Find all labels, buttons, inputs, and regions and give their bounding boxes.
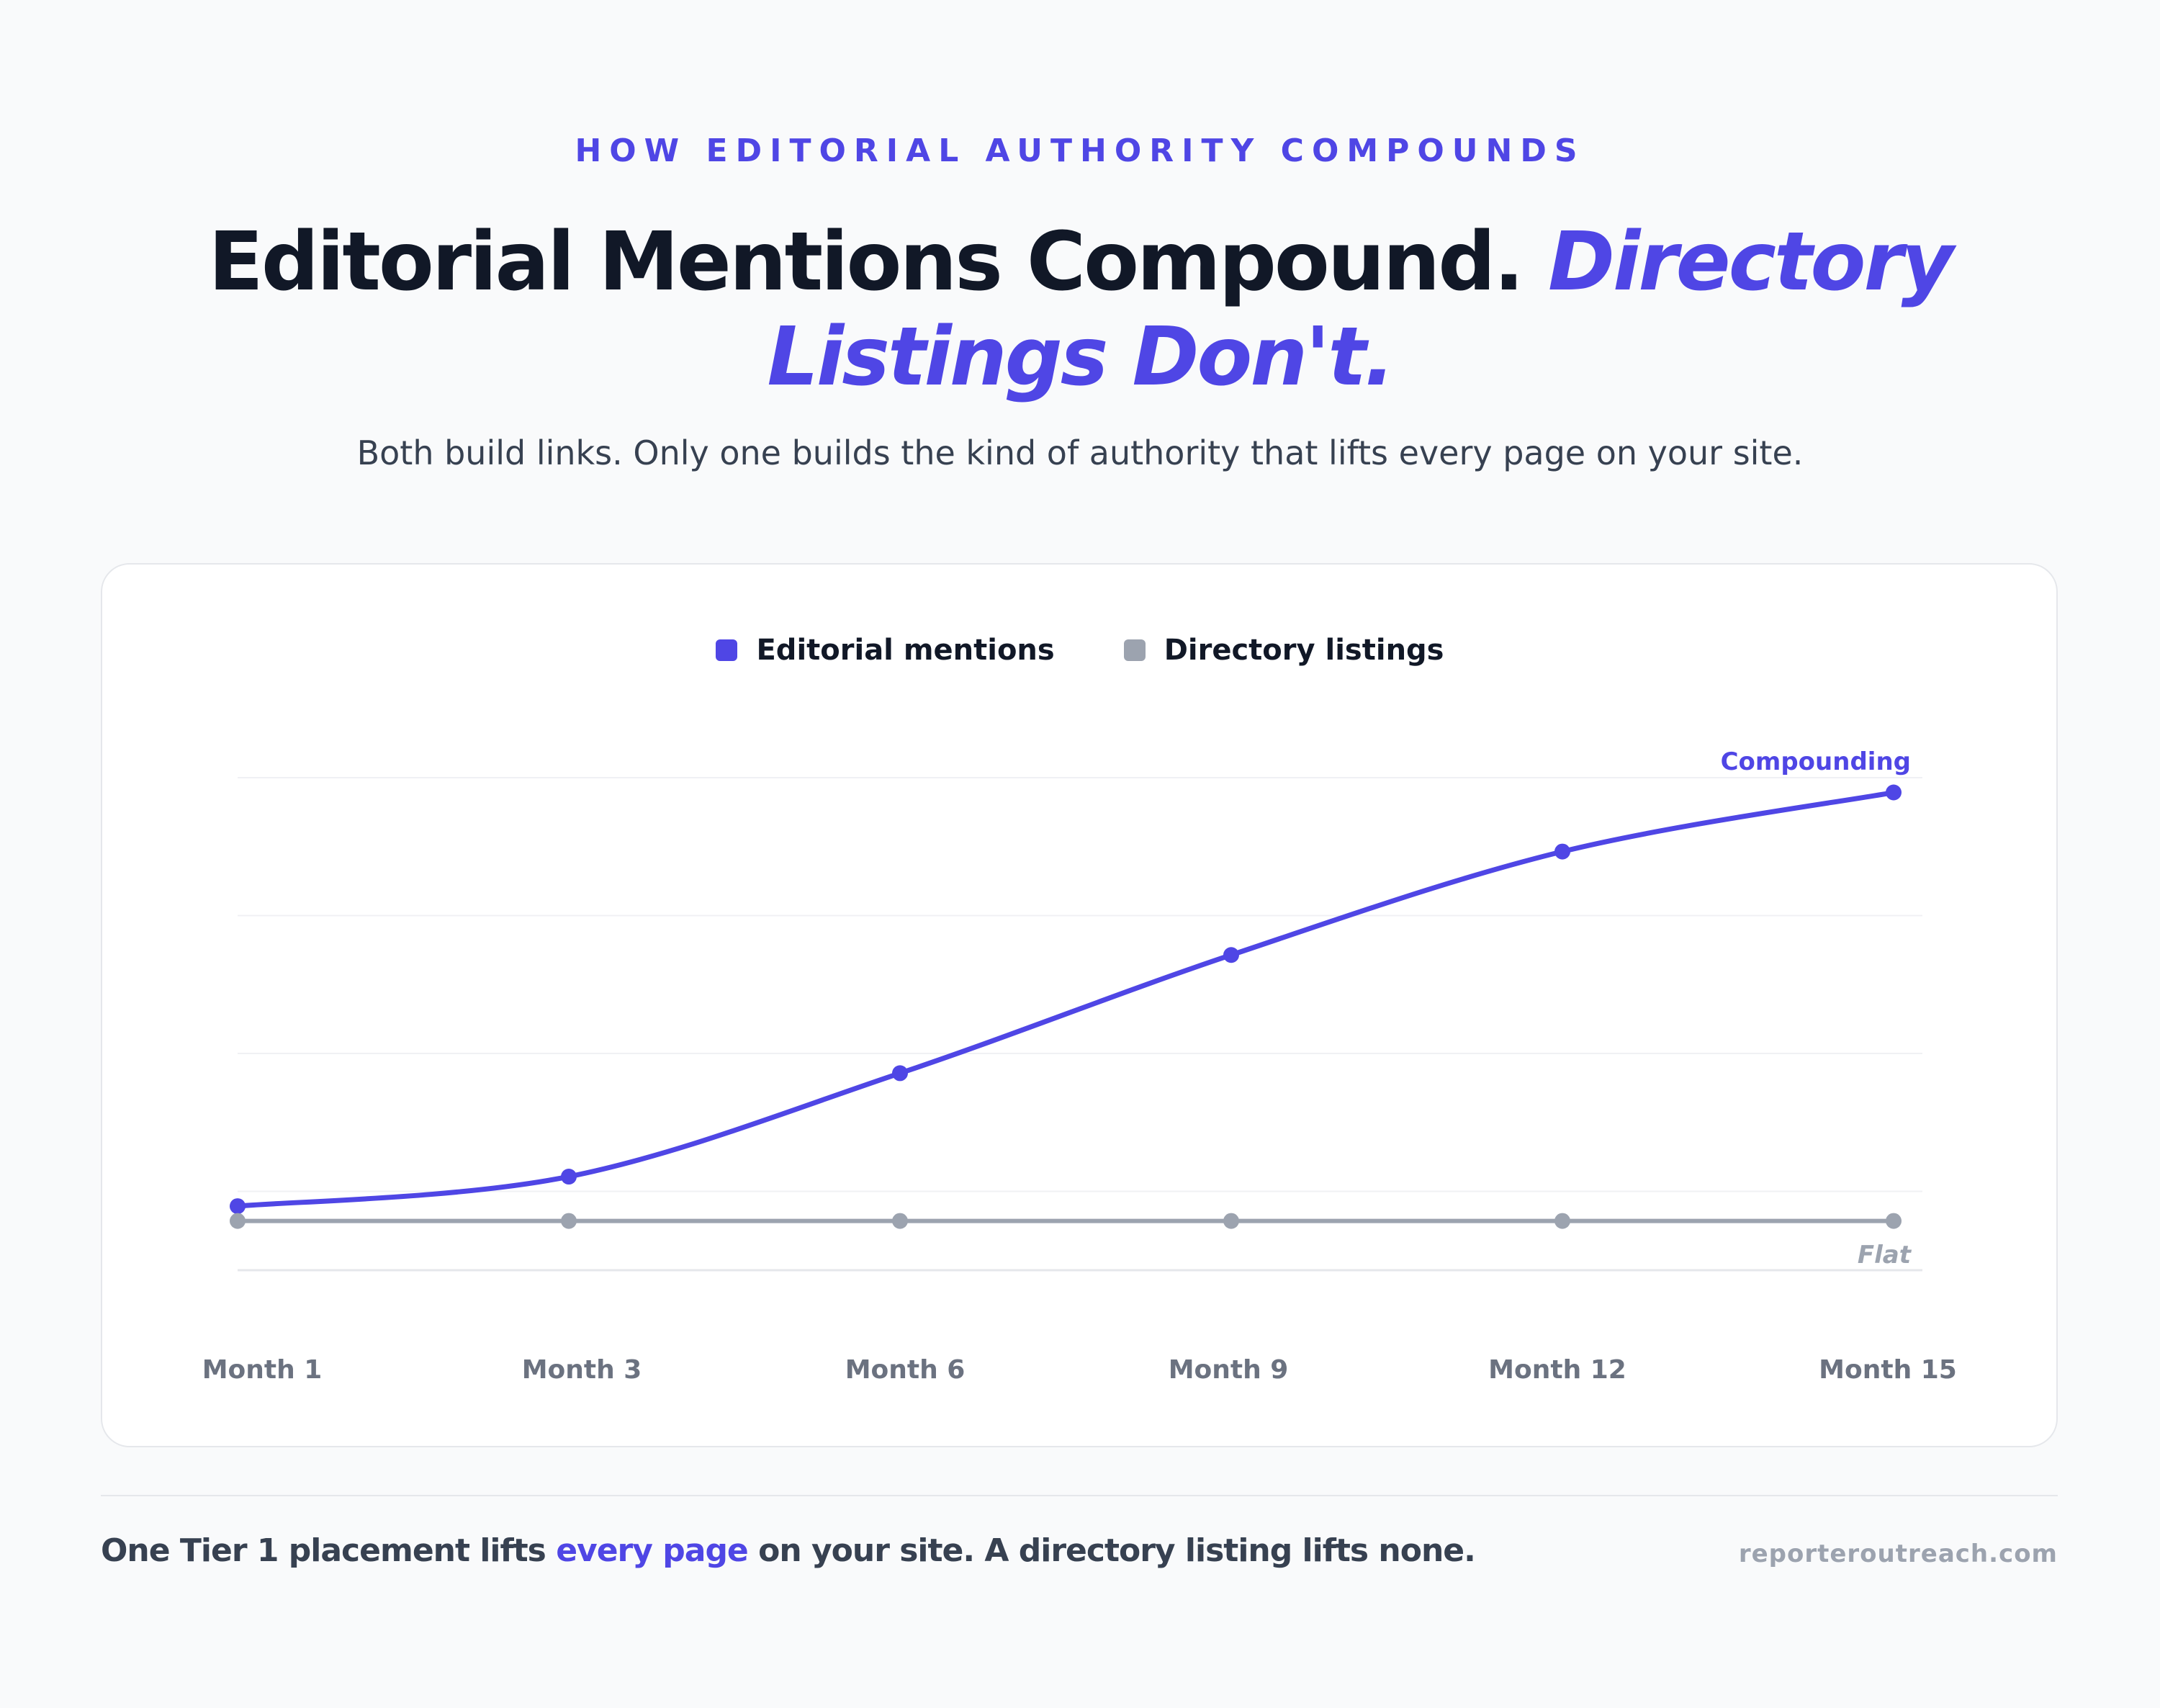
- point-editorial-2: [561, 1169, 577, 1185]
- x-tick-label: Month 12: [1488, 1355, 1626, 1385]
- point-editorial-1: [230, 1198, 246, 1215]
- legend-label-editorial: Editorial mentions: [756, 634, 1055, 667]
- headline: Editorial Mentions Compound. Directory L…: [144, 215, 2016, 405]
- series-end-label-directory: Flat: [1858, 1241, 1912, 1269]
- eyebrow: HOW EDITORIAL AUTHORITY COMPOUNDS: [575, 132, 1585, 169]
- footer-text-after: on your site. A directory listing lifts …: [747, 1532, 1476, 1569]
- point-editorial-5: [1554, 843, 1570, 860]
- point-directory-1: [230, 1213, 246, 1229]
- footer-tagline: One Tier 1 placement lifts every page on…: [101, 1532, 1476, 1569]
- chart-card: [101, 563, 2058, 1447]
- footer-divider: [101, 1495, 2058, 1496]
- point-directory-4: [1223, 1213, 1239, 1229]
- x-tick-label: Month 9: [1169, 1355, 1289, 1385]
- point-editorial-6: [1886, 784, 1902, 801]
- x-tick-label: Month 6: [845, 1355, 966, 1385]
- headline-main: Editorial Mentions Compound.: [208, 215, 1549, 309]
- point-editorial-4: [1223, 947, 1239, 963]
- footer-site: reporteroutreach.com: [1738, 1540, 2058, 1568]
- headline-accent: Directory Listings Don't.: [767, 215, 1954, 404]
- legend-swatch-directory: [1123, 639, 1146, 661]
- legend-label-directory: Directory listings: [1164, 634, 1444, 667]
- chart-legend: Editorial mentions Directory listings: [0, 634, 2160, 667]
- legend-swatch-editorial: [716, 639, 738, 661]
- point-editorial-3: [892, 1065, 908, 1082]
- footer-highlight: every page: [556, 1532, 749, 1569]
- x-tick-label: Month 3: [522, 1355, 642, 1385]
- point-directory-6: [1886, 1213, 1902, 1229]
- footer-text-before: One Tier 1 placement lifts: [101, 1532, 557, 1569]
- subhead: Both build links. Only one builds the ki…: [356, 433, 1804, 472]
- point-directory-2: [561, 1213, 577, 1229]
- series-end-label-editorial: Compounding: [1721, 747, 1911, 776]
- point-directory-5: [1554, 1213, 1570, 1229]
- x-tick-label: Month 1: [202, 1355, 323, 1385]
- series-line-editorial: [235, 790, 1896, 1209]
- point-directory-3: [892, 1213, 908, 1229]
- x-tick-label: Month 15: [1819, 1355, 1957, 1385]
- legend-item-directory: Directory listings: [1123, 634, 1444, 667]
- legend-item-editorial: Editorial mentions: [716, 634, 1055, 667]
